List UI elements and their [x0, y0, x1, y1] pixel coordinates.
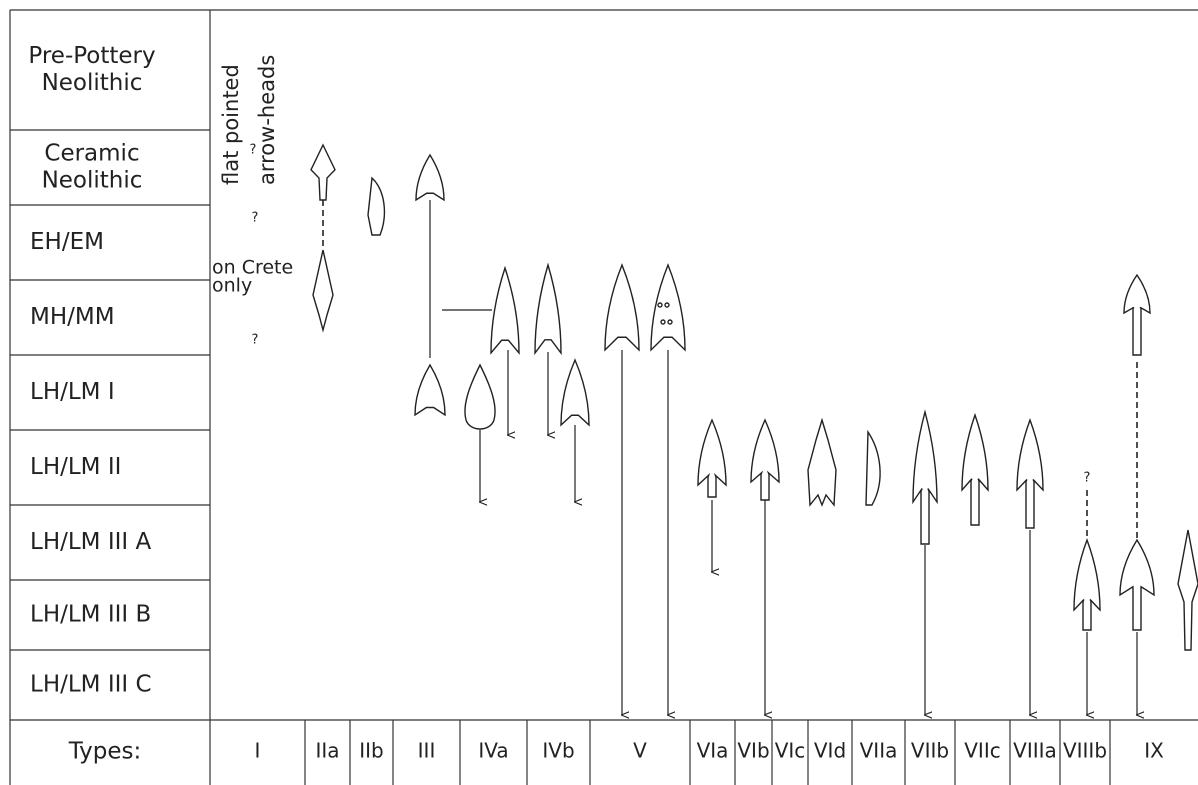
dot: [667, 319, 673, 325]
period-label: LH/LM III B: [30, 602, 151, 628]
arrowhead: [865, 429, 881, 506]
period-label: LH/LM III A: [30, 529, 151, 555]
type-label: VIIc: [964, 739, 1000, 763]
type-label: I: [255, 739, 261, 763]
arrowhead: [367, 176, 386, 236]
arrowhead: [961, 412, 989, 526]
annotation: only: [212, 275, 252, 297]
arrowhead: [1177, 529, 1198, 651]
question-mark: ?: [250, 143, 257, 158]
period-label: LH/LM I: [30, 379, 115, 405]
type-label: VId: [814, 739, 846, 763]
arrowhead: [1119, 538, 1155, 631]
annotation: flat pointed: [219, 64, 243, 185]
type-label: IIa: [315, 739, 339, 763]
type-label: V: [633, 739, 647, 763]
annotation: on Crete: [212, 257, 293, 279]
question-mark: ?: [252, 333, 259, 348]
type-label: VIb: [737, 739, 769, 763]
arrowhead: [560, 358, 590, 427]
dot: [660, 319, 666, 325]
arrowhead: [912, 409, 938, 545]
arrowhead: [415, 153, 445, 202]
type-label: IVa: [478, 739, 508, 763]
arrowhead: [312, 249, 334, 333]
arrowhead: [807, 417, 837, 507]
question-mark: ?: [252, 211, 259, 226]
period-label: EH/EM: [30, 229, 104, 255]
type-label: III: [418, 739, 436, 763]
dot: [664, 302, 670, 308]
type-label: IIb: [359, 739, 384, 763]
dot: [657, 302, 663, 308]
arrowhead: [1073, 537, 1101, 631]
arrowhead: [750, 418, 780, 501]
type-label: IX: [1144, 739, 1164, 763]
period-label: Neolithic: [42, 70, 143, 96]
arrowhead: [697, 418, 727, 498]
type-label: VIIb: [911, 739, 949, 763]
arrowhead: [310, 143, 336, 201]
type-label: IVb: [542, 739, 574, 763]
type-label: VIIIb: [1063, 739, 1107, 763]
annotation: arrow-heads: [255, 55, 279, 185]
arrowhead: [1016, 417, 1044, 529]
type-label: VIc: [775, 739, 806, 763]
period-label: Ceramic: [44, 141, 139, 167]
type-label: VIa: [697, 739, 729, 763]
arrowhead: [534, 262, 562, 356]
texts: Pre-PotteryNeolithicCeramicNeolithicEH/E…: [28, 43, 1164, 765]
arrowhead: [414, 363, 446, 417]
arrowhead: [604, 263, 640, 352]
period-label: LH/LM II: [30, 454, 121, 480]
period-label: Neolithic: [42, 168, 143, 194]
layout: [9, 9, 1198, 785]
type-label: VIIIa: [1013, 739, 1057, 763]
period-label: Pre-Pottery: [28, 43, 155, 69]
arrowhead: [464, 363, 496, 430]
type-label: VIIa: [860, 739, 898, 763]
question-mark: ?: [1084, 471, 1091, 486]
period-label: LH/LM III C: [30, 672, 152, 698]
period-label: MH/MM: [30, 304, 115, 330]
arrowhead: [490, 265, 520, 355]
arrowhead: [1123, 273, 1151, 356]
types-label: Types:: [68, 739, 142, 765]
